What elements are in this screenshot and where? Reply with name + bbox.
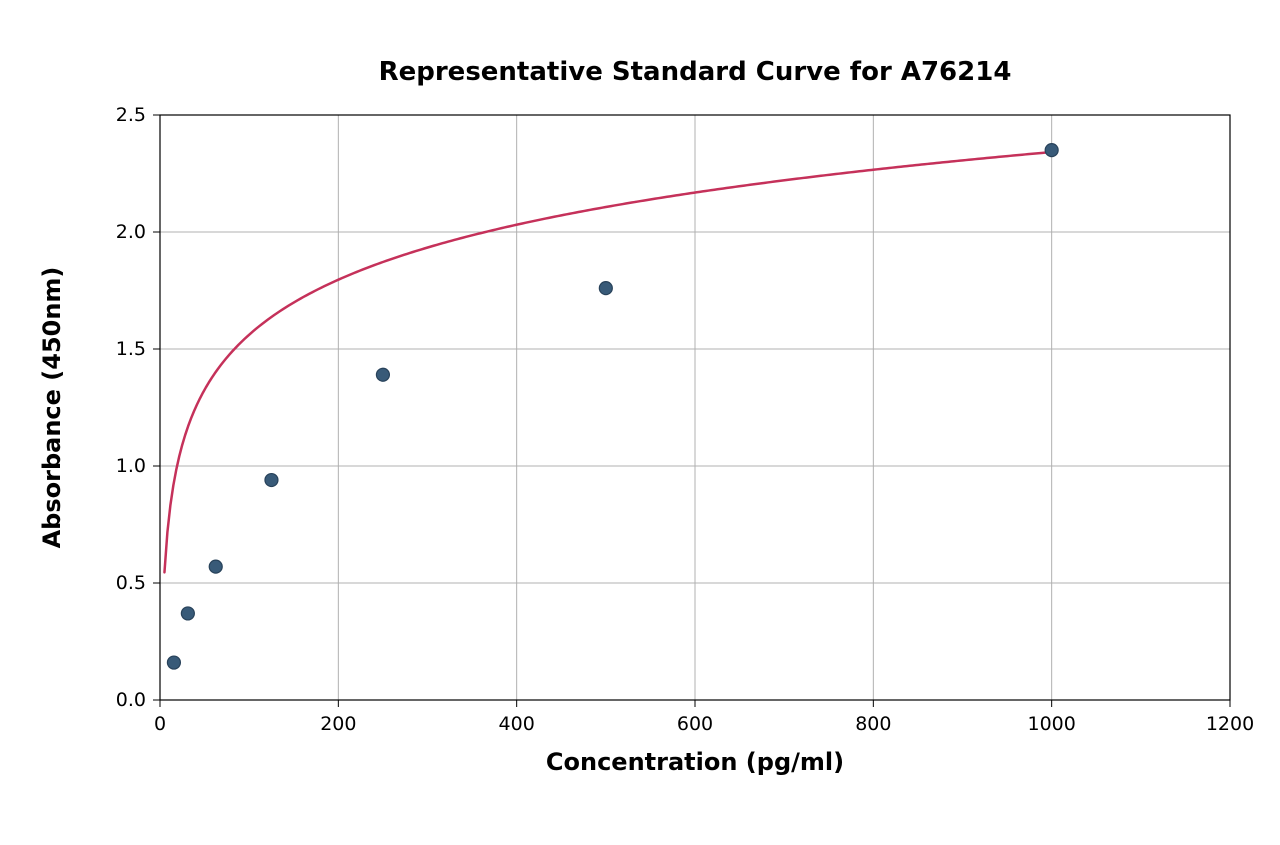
y-tick-label: 2.0 bbox=[116, 221, 146, 243]
data-point bbox=[376, 368, 389, 381]
x-tick-label: 200 bbox=[320, 713, 356, 735]
y-tick-label: 2.5 bbox=[116, 104, 146, 126]
data-point bbox=[167, 656, 180, 669]
data-point bbox=[1045, 144, 1058, 157]
y-tick-label: 0.0 bbox=[116, 689, 146, 711]
x-tick-label: 800 bbox=[855, 713, 891, 735]
y-tick-label: 0.5 bbox=[116, 572, 146, 594]
x-tick-label: 1200 bbox=[1206, 713, 1254, 735]
x-tick-label: 400 bbox=[499, 713, 535, 735]
data-point bbox=[265, 474, 278, 487]
x-tick-label: 600 bbox=[677, 713, 713, 735]
data-point bbox=[181, 607, 194, 620]
y-tick-label: 1.0 bbox=[116, 455, 146, 477]
chart-title: Representative Standard Curve for A76214 bbox=[379, 57, 1012, 87]
x-tick-label: 1000 bbox=[1027, 713, 1075, 735]
data-point bbox=[209, 560, 222, 573]
x-tick-label: 0 bbox=[154, 713, 166, 735]
y-tick-label: 1.5 bbox=[116, 338, 146, 360]
y-axis-label: Absorbance (450nm) bbox=[38, 267, 66, 549]
standard-curve-chart: 0 200 400 600 800 1000 1200 0.0 0.5 1.0 1.5 2.0 2.5 C… bbox=[0, 0, 1280, 845]
x-axis-label: Concentration (pg/ml) bbox=[546, 748, 844, 776]
chart-container: 0 200 400 600 800 1000 1200 0.0 0.5 1.0 1.5 2.0 2.5 C… bbox=[0, 0, 1280, 845]
data-point bbox=[599, 282, 612, 295]
